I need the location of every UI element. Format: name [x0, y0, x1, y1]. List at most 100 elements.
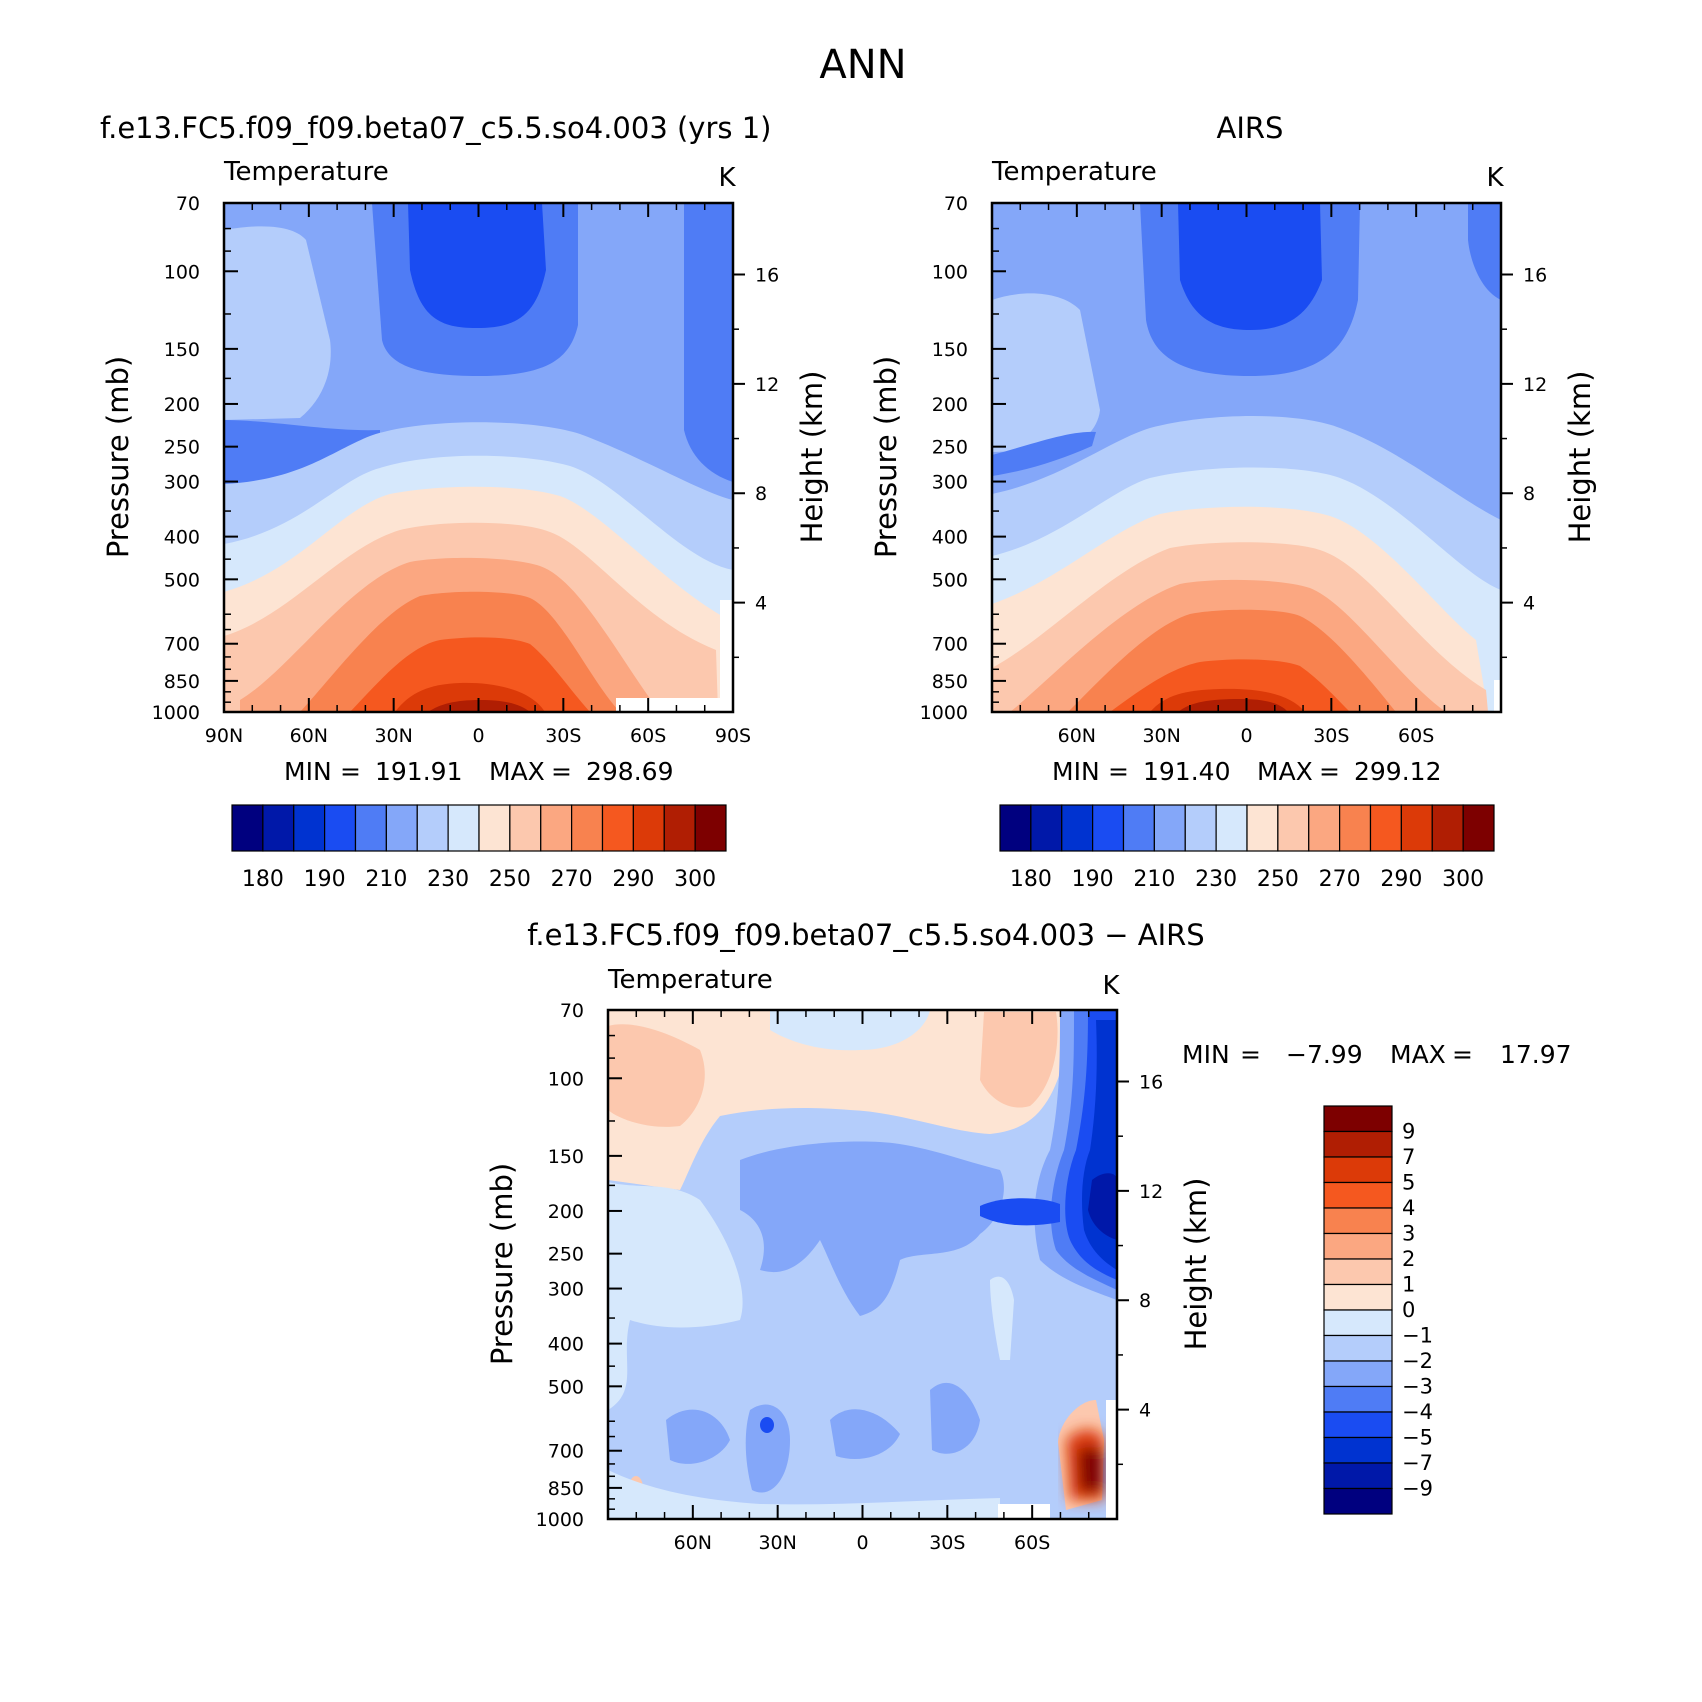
- airs-colorbar-box: [1369, 804, 1402, 852]
- model-eq2: =: [551, 757, 572, 786]
- airs-max-value: 299.12: [1354, 757, 1441, 786]
- diff-ytick-label: 100: [548, 1068, 584, 1090]
- diff-band-warm-north: [608, 1024, 705, 1127]
- diff-colorbar-box: [1323, 1487, 1393, 1515]
- model-variable-label: Temperature: [223, 157, 389, 187]
- model-ytick-label: 400: [164, 527, 200, 549]
- airs-band-t9: [1178, 699, 1288, 712]
- model-colorbar-label: 290: [612, 867, 654, 892]
- diff-band-warm-south: [980, 1012, 1058, 1108]
- airs-panel-title: AIRS: [1217, 111, 1284, 145]
- model-xtick-label: 60S: [630, 725, 666, 747]
- model-y2tick-label: 16: [755, 264, 779, 286]
- model-y2tick-label: 12: [755, 374, 779, 396]
- airs-band-polar-cap-north: [992, 293, 1100, 452]
- airs-ytick-label: 200: [932, 394, 968, 416]
- airs-panel: AIRS Temperature K 70 100 150 200 250 300 400 5…: [869, 111, 1597, 892]
- diff-y2tick-label: 16: [1139, 1071, 1163, 1093]
- diff-band-mid-cool: [740, 1141, 1004, 1316]
- diff-colorbar-box: [1323, 1232, 1393, 1260]
- diff-min-value: −7.99: [1286, 1040, 1363, 1069]
- airs-colorbar-label: 230: [1195, 867, 1237, 892]
- model-xtick-label: 90S: [715, 725, 751, 747]
- diff-band-sh-neutral: [990, 1276, 1014, 1360]
- airs-colorbar-box: [1462, 804, 1495, 852]
- diff-colorbar-label: −4: [1402, 1400, 1433, 1424]
- airs-colorbar-box: [1431, 804, 1464, 852]
- airs-colorbar-box: [1277, 804, 1310, 852]
- airs-colorbar-label: 190: [1072, 867, 1114, 892]
- diff-xtick-label: 30S: [929, 1532, 965, 1554]
- diff-panel-title: f.e13.FC5.f09_f09.beta07_c5.5.so4.003 − …: [527, 918, 1204, 952]
- model-ytick-label: 250: [164, 437, 200, 459]
- airs-colorbar-box: [1153, 804, 1186, 852]
- airs-colorbar-label: 210: [1133, 867, 1175, 892]
- diff-ytick-label: 200: [548, 1201, 584, 1223]
- airs-colorbar-box: [1246, 804, 1279, 852]
- airs-band-tropopause-core: [1178, 203, 1322, 330]
- airs-ytick-label: 850: [932, 671, 968, 693]
- diff-eq2: =: [1452, 1040, 1473, 1069]
- diff-colorbar-label: 2: [1402, 1247, 1415, 1271]
- model-colorbar-box: [478, 804, 511, 852]
- airs-eq1: =: [1108, 757, 1129, 786]
- model-units-label: K: [718, 163, 736, 193]
- model-missing-data: [616, 698, 720, 712]
- diff-units-label: K: [1102, 971, 1120, 1001]
- airs-y2tick-label: 16: [1523, 264, 1547, 286]
- model-colorbar-box: [540, 804, 573, 852]
- model-colorbar-label: 250: [489, 867, 531, 892]
- diff-y2tick-label: 8: [1139, 1290, 1151, 1312]
- airs-contour-field: [992, 203, 1501, 712]
- diff-colorbar-box: [1323, 1360, 1393, 1388]
- diff-colorbar-box: [1323, 1411, 1393, 1439]
- model-colorbar-label: 210: [365, 867, 407, 892]
- diff-band-low-cool-4: [930, 1382, 980, 1454]
- airs-y2label: Height (km): [1563, 371, 1597, 544]
- diff-ytick-label: 70: [560, 1000, 584, 1022]
- model-colorbar-box: [354, 804, 387, 852]
- model-max-label: MAX: [489, 757, 545, 786]
- diff-band-upper-neutral: [770, 1010, 930, 1051]
- airs-ytick-label: 150: [932, 339, 968, 361]
- airs-colorbar-box: [1339, 804, 1372, 852]
- airs-ytick-label: 300: [932, 472, 968, 494]
- model-xtick-label: 60N: [290, 725, 328, 747]
- model-y2tick-label: 8: [755, 483, 767, 505]
- diff-eq1: =: [1240, 1040, 1261, 1069]
- diff-y2tick-label: 12: [1139, 1181, 1163, 1203]
- model-ytick-label: 1000: [152, 702, 200, 724]
- airs-xtick-label: 30N: [1142, 725, 1180, 747]
- model-colorbar-box: [601, 804, 634, 852]
- diff-xtick-label: 60S: [1014, 1532, 1050, 1554]
- airs-colorbar-label: 290: [1380, 867, 1422, 892]
- airs-ytick-label: 700: [932, 634, 968, 656]
- diff-band-upper-warm: [608, 1010, 1064, 1190]
- airs-axis-ticks: 70 100 150 200 250 300 400 500 700 850 1000 16 12 8 4 6…: [920, 193, 1548, 747]
- airs-xtick-label: 30S: [1313, 725, 1349, 747]
- model-contour-field: [224, 203, 733, 712]
- airs-y2tick-label: 12: [1523, 374, 1547, 396]
- diff-contour-field: [608, 1010, 1117, 1519]
- model-colorbar-box: [509, 804, 542, 852]
- airs-band-midlat-tongue: [992, 431, 1096, 476]
- airs-colorbar-label: 270: [1319, 867, 1361, 892]
- diff-y2tick-label: 4: [1139, 1400, 1151, 1422]
- model-ytick-label: 850: [164, 671, 200, 693]
- diff-band-sh-hot-spot: [1066, 1429, 1104, 1500]
- diff-xtick-label: 30N: [758, 1532, 796, 1554]
- diff-band-mid-neutral: [608, 1182, 743, 1410]
- airs-min-value: 191.40: [1143, 757, 1230, 786]
- model-colorbar-box: [447, 804, 480, 852]
- diff-ytick-label: 500: [548, 1376, 584, 1398]
- diff-colorbar-label: −5: [1402, 1426, 1433, 1450]
- model-min-value: 191.91: [375, 757, 462, 786]
- airs-min-label: MIN: [1052, 757, 1100, 786]
- model-colorbar-box: [416, 804, 449, 852]
- model-colorbar-box: [293, 804, 326, 852]
- model-xtick-label: 30S: [545, 725, 581, 747]
- diff-band-low-cool-spot: [760, 1417, 774, 1433]
- diff-colorbar-label: 3: [1402, 1222, 1415, 1246]
- airs-missing-data: [1494, 680, 1501, 712]
